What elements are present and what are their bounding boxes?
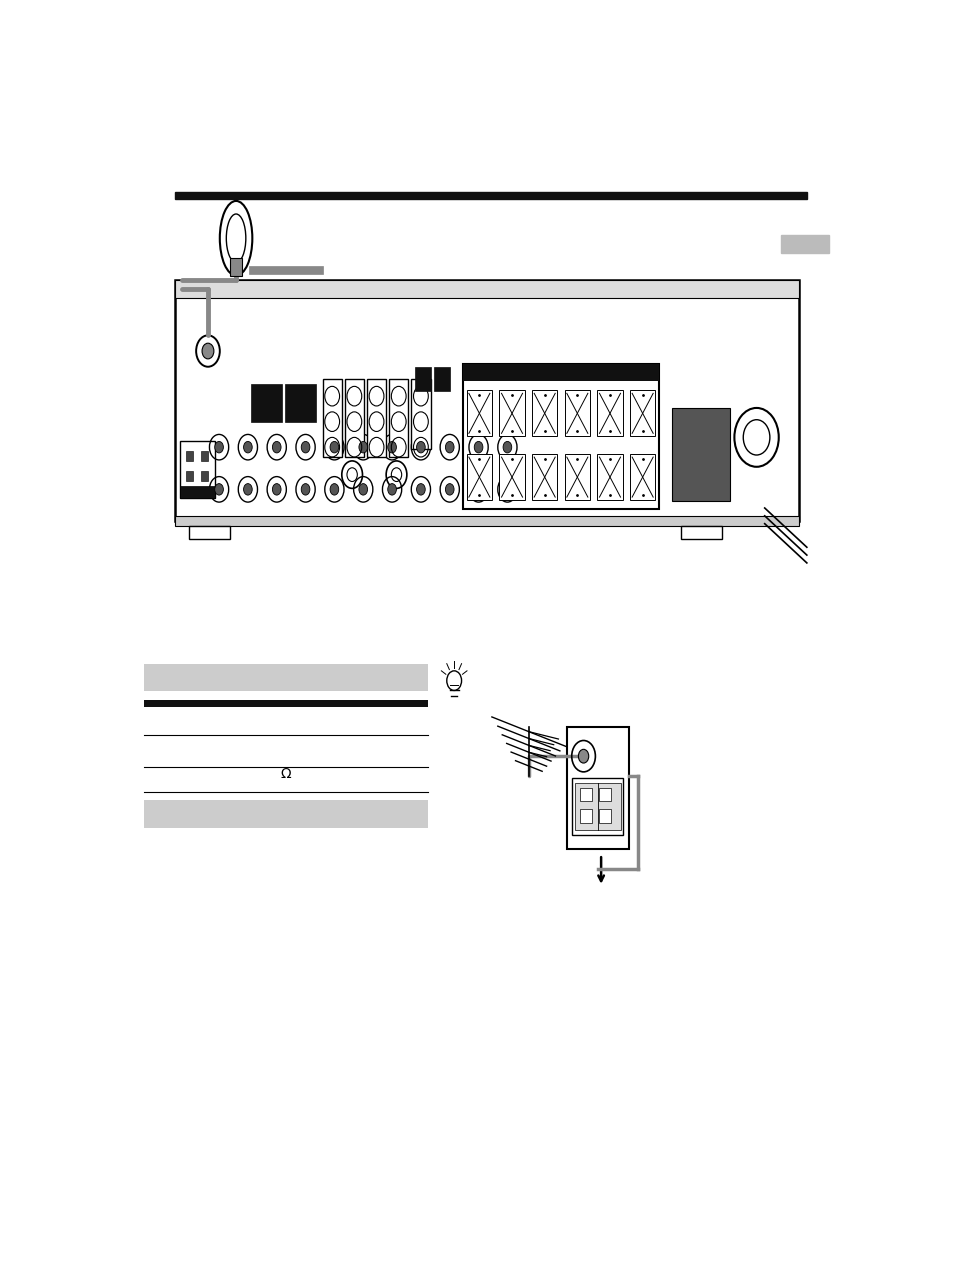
Circle shape bbox=[502, 484, 511, 496]
Circle shape bbox=[243, 484, 252, 496]
Circle shape bbox=[445, 484, 454, 496]
Bar bbox=[174, 280, 799, 298]
Bar bbox=[285, 385, 315, 422]
Bar bbox=[781, 236, 828, 254]
Bar bbox=[564, 390, 590, 436]
Ellipse shape bbox=[226, 214, 246, 262]
Circle shape bbox=[273, 484, 281, 496]
Bar bbox=[190, 526, 230, 539]
Circle shape bbox=[578, 749, 588, 763]
Circle shape bbox=[474, 441, 482, 454]
Bar bbox=[462, 364, 659, 510]
Circle shape bbox=[445, 441, 454, 454]
Bar bbox=[200, 451, 208, 461]
Circle shape bbox=[358, 441, 367, 454]
Circle shape bbox=[416, 441, 425, 454]
Bar bbox=[597, 454, 622, 501]
Circle shape bbox=[330, 441, 338, 454]
Bar bbox=[200, 470, 208, 480]
Bar bbox=[144, 800, 428, 828]
Bar bbox=[597, 390, 622, 436]
Circle shape bbox=[358, 484, 367, 496]
Bar bbox=[389, 378, 408, 457]
Ellipse shape bbox=[219, 201, 252, 275]
Bar bbox=[672, 408, 729, 501]
Bar bbox=[186, 451, 193, 461]
Bar bbox=[462, 364, 659, 381]
Bar bbox=[564, 454, 590, 501]
Circle shape bbox=[330, 484, 338, 496]
Circle shape bbox=[387, 441, 396, 454]
Bar bbox=[415, 367, 431, 391]
Circle shape bbox=[214, 441, 223, 454]
Bar bbox=[434, 367, 450, 391]
Bar bbox=[230, 257, 242, 275]
Bar bbox=[532, 390, 557, 436]
Bar bbox=[367, 378, 386, 457]
Bar bbox=[144, 701, 428, 707]
Bar bbox=[144, 664, 428, 692]
Circle shape bbox=[214, 484, 223, 496]
Bar bbox=[498, 454, 524, 501]
Circle shape bbox=[474, 484, 482, 496]
Bar bbox=[579, 787, 591, 801]
Bar bbox=[466, 454, 492, 501]
Bar bbox=[572, 777, 622, 834]
Circle shape bbox=[243, 441, 252, 454]
Bar bbox=[629, 454, 655, 501]
Bar bbox=[180, 441, 215, 498]
Circle shape bbox=[202, 343, 213, 359]
Bar bbox=[579, 809, 591, 823]
Circle shape bbox=[387, 484, 396, 496]
Circle shape bbox=[416, 484, 425, 496]
Bar bbox=[344, 378, 364, 457]
Bar bbox=[186, 470, 193, 480]
Bar bbox=[180, 487, 215, 498]
Circle shape bbox=[301, 484, 310, 496]
Bar bbox=[174, 280, 799, 521]
Bar bbox=[566, 726, 629, 850]
Circle shape bbox=[301, 441, 310, 454]
Bar bbox=[532, 454, 557, 501]
Bar bbox=[680, 526, 721, 539]
Bar bbox=[629, 390, 655, 436]
Bar bbox=[574, 782, 619, 829]
Bar bbox=[598, 787, 610, 801]
Bar bbox=[251, 385, 282, 422]
Bar bbox=[174, 192, 806, 199]
Bar bbox=[498, 390, 524, 436]
Bar bbox=[174, 516, 799, 526]
Bar bbox=[249, 266, 322, 274]
Circle shape bbox=[502, 441, 511, 454]
Circle shape bbox=[273, 441, 281, 454]
Bar bbox=[598, 809, 610, 823]
Text: Ω: Ω bbox=[280, 767, 291, 781]
Bar bbox=[322, 378, 341, 457]
Bar bbox=[466, 390, 492, 436]
Bar bbox=[411, 378, 430, 450]
